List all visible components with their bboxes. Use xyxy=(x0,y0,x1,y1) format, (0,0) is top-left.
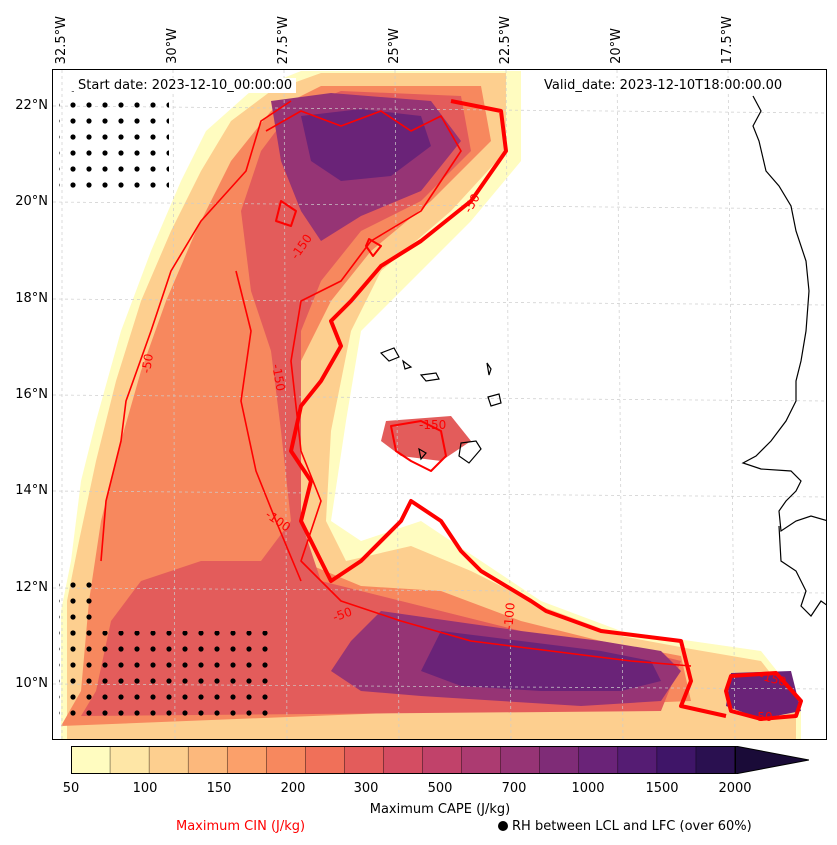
cin-contour-100-mid xyxy=(235,270,302,582)
cin-contours xyxy=(100,99,803,721)
lat-label-12n: 12°N xyxy=(15,580,48,595)
colorbar-tick-300: 300 xyxy=(353,781,379,796)
colorbar-cell xyxy=(344,746,385,774)
contour-label: -150 xyxy=(758,668,788,689)
colorbar-tick-1500: 1500 xyxy=(645,781,679,796)
colorbar-cell xyxy=(227,746,267,774)
lat-label-18n: 18°N xyxy=(15,291,48,306)
map-canvas: -50 -50 -50 -50 -100 -100 -150 -150 -150… xyxy=(53,70,826,739)
colorbar-cell xyxy=(422,746,463,774)
africa-coast-south xyxy=(778,525,826,617)
colorbar-cell xyxy=(461,746,502,774)
lat-label-20n: 20°N xyxy=(15,194,48,209)
contour-labels: -50 -50 -50 -50 -100 -100 -150 -150 -150… xyxy=(139,191,788,724)
colorbar-cell xyxy=(305,746,346,774)
rh-legend: RH between LCL and LFC (over 60%) xyxy=(498,819,752,834)
cin-legend-label: Maximum CIN (J/kg) xyxy=(176,819,306,834)
contour-label: -150 xyxy=(269,363,288,392)
colorbar-cell xyxy=(149,746,189,774)
lat-label-16n: 16°N xyxy=(15,387,48,402)
cape-colorbar xyxy=(71,746,809,774)
cape-verde-islands xyxy=(379,347,502,464)
lon-label-22-5w: 22.5°W xyxy=(497,15,513,64)
cin-contour-se-box xyxy=(724,671,803,721)
colorbar-cell xyxy=(383,746,424,774)
valid-date-label: Valid_date: 2023-12-10T18:00:00.00 xyxy=(540,78,787,93)
contour-label: -50 xyxy=(139,353,156,375)
cin-contour-thick-east xyxy=(289,99,727,718)
map-panel: -50 -50 -50 -50 -100 -100 -150 -150 -150… xyxy=(52,69,827,740)
rh-stippling xyxy=(59,91,269,726)
lat-label-22n: 22°N xyxy=(15,98,48,113)
start-date-label: Start date: 2023-12-10_00:00:00 xyxy=(74,78,297,93)
lat-label-14n: 14°N xyxy=(15,483,48,498)
contour-label: -50 xyxy=(331,605,354,625)
africa-coast xyxy=(741,95,826,533)
colorbar-cell xyxy=(578,746,619,774)
cin-contour-small-1 xyxy=(365,238,382,257)
cape-band-1000-north xyxy=(301,109,431,181)
rh-legend-label: RH between LCL and LFC (over 60%) xyxy=(512,819,752,834)
colorbar-tick-200: 200 xyxy=(280,781,306,796)
colorbar-cell xyxy=(266,746,306,774)
colorbar-cell xyxy=(188,746,228,774)
colorbar-extend-arrow xyxy=(734,746,809,774)
colorbar-tick-1000: 1000 xyxy=(571,781,605,796)
colorbar-tick-2000: 2000 xyxy=(718,781,752,796)
cin-contour-island xyxy=(390,420,447,472)
colorbar-cell xyxy=(71,746,111,774)
lat-label-10n: 10°N xyxy=(15,676,48,691)
lon-label-32-5w: 32.5°W xyxy=(53,15,69,64)
colorbar-cell xyxy=(539,746,580,774)
contour-label: -100 xyxy=(501,602,517,630)
colorbar-cell xyxy=(656,746,697,774)
colorbar-cell xyxy=(617,746,658,774)
lon-label-25w: 25°W xyxy=(386,28,402,64)
cin-contour-small-2 xyxy=(275,200,297,227)
lon-label-20w: 20°W xyxy=(608,28,624,64)
contour-label: -150 xyxy=(419,418,446,432)
colorbar-cell xyxy=(110,746,150,774)
cape-band-1000 xyxy=(421,631,661,691)
colorbar-cell xyxy=(500,746,541,774)
lon-label-17-5w: 17.5°W xyxy=(719,15,735,64)
lon-label-30w: 30°W xyxy=(164,28,180,64)
colorbar-tick-50: 50 xyxy=(62,781,80,796)
colorbar-tick-700: 700 xyxy=(501,781,527,796)
cin-contour-150-inner xyxy=(265,110,692,667)
coastlines xyxy=(379,95,826,617)
cape-island-patch xyxy=(381,416,471,461)
colorbar-tick-150: 150 xyxy=(206,781,232,796)
colorbar-cell xyxy=(695,746,736,774)
lon-label-27-5w: 27.5°W xyxy=(275,15,291,64)
cin-contour-50-west xyxy=(100,100,292,562)
rh-dot-icon xyxy=(498,821,508,831)
colorbar-tick-500: 500 xyxy=(427,781,453,796)
contour-label: -50 xyxy=(753,710,773,724)
colorbar-title: Maximum CAPE (J/kg) xyxy=(369,802,511,817)
colorbar-tick-100: 100 xyxy=(132,781,158,796)
